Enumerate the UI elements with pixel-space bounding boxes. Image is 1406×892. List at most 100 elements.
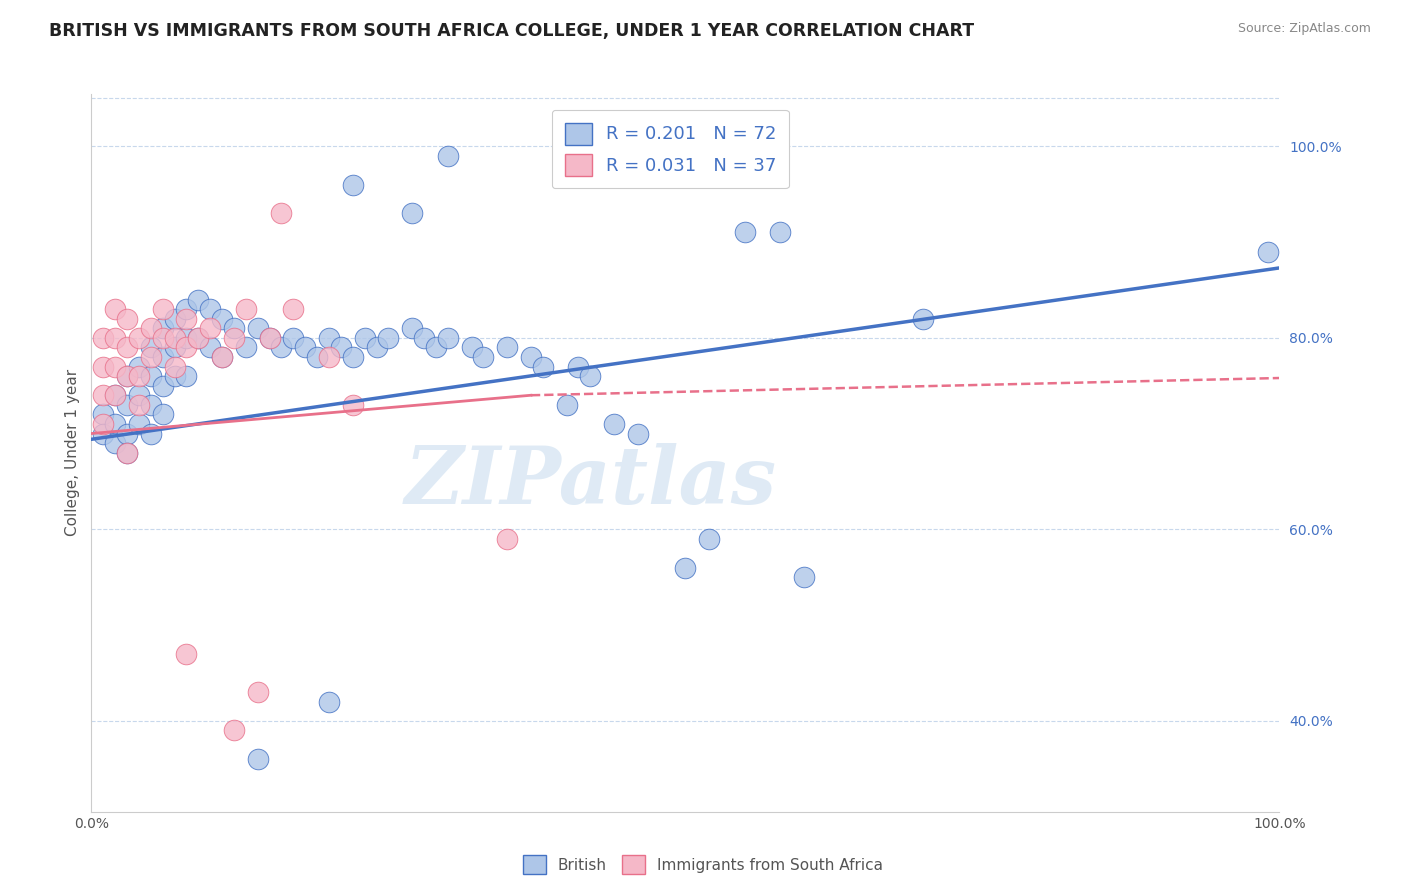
Point [555,398,578,412]
Point [139,426,162,441]
Point [104,301,127,316]
Point [139,369,162,384]
Point [91,426,114,441]
Point [128,359,150,374]
Point [163,311,186,326]
Point [436,149,458,163]
Point [673,560,696,574]
Point [176,301,198,316]
Point [283,301,305,316]
Point [163,369,186,384]
Point [436,331,458,345]
Point [460,340,482,354]
Point [152,408,174,422]
Point [104,417,127,431]
Point [163,331,186,345]
Point [353,331,375,345]
Text: Source: ZipAtlas.com: Source: ZipAtlas.com [1237,22,1371,36]
Point [176,311,198,326]
Point [139,398,162,412]
Point [259,331,281,345]
Point [222,723,245,738]
Point [294,340,316,354]
Point [496,532,519,546]
Point [318,695,340,709]
Point [318,350,340,364]
Point [246,321,269,335]
Point [115,426,138,441]
Point [377,331,399,345]
Point [200,301,222,316]
Point [139,350,162,364]
Point [342,178,364,192]
Point [329,340,352,354]
Point [163,359,186,374]
Point [259,331,281,345]
Point [152,321,174,335]
Point [176,331,198,345]
Point [152,350,174,364]
Point [115,445,138,459]
Point [222,331,245,345]
Point [115,369,138,384]
Point [128,331,150,345]
Point [104,388,127,402]
Point [425,340,447,354]
Point [270,340,292,354]
Text: ZIPatlas: ZIPatlas [405,442,776,520]
Point [318,331,340,345]
Point [187,293,209,307]
Point [342,350,364,364]
Point [307,350,329,364]
Point [222,321,245,335]
Point [163,340,186,354]
Point [115,311,138,326]
Point [128,398,150,412]
Point [211,350,233,364]
Y-axis label: College, Under 1 year: College, Under 1 year [65,369,80,536]
Point [104,436,127,450]
Legend: R = 0.201   N = 72, R = 0.031   N = 37: R = 0.201 N = 72, R = 0.031 N = 37 [553,110,789,188]
Point [115,340,138,354]
Text: BRITISH VS IMMIGRANTS FROM SOUTH AFRICA COLLEGE, UNDER 1 YEAR CORRELATION CHART: BRITISH VS IMMIGRANTS FROM SOUTH AFRICA … [49,22,974,40]
Point [472,350,495,364]
Point [91,388,114,402]
Point [115,398,138,412]
Point [342,398,364,412]
Point [200,321,222,335]
Point [104,331,127,345]
Point [697,532,720,546]
Point [520,350,543,364]
Point [128,388,150,402]
Point [176,340,198,354]
Point [283,331,305,345]
Point [270,206,292,220]
Point [152,378,174,392]
Point [246,685,269,699]
Point [793,570,815,584]
Point [91,408,114,422]
Point [246,752,269,766]
Point [104,359,127,374]
Point [200,340,222,354]
Point [567,359,589,374]
Point [152,331,174,345]
Point [579,369,602,384]
Point [603,417,626,431]
Point [211,350,233,364]
Point [187,331,209,345]
Point [413,331,436,345]
Point [104,388,127,402]
Point [366,340,388,354]
Point [91,331,114,345]
Point [128,417,150,431]
Point [176,647,198,661]
Point [1257,244,1279,259]
Point [235,340,257,354]
Point [128,369,150,384]
Point [496,340,519,354]
Point [152,301,174,316]
Point [211,311,233,326]
Point [401,206,423,220]
Point [139,321,162,335]
